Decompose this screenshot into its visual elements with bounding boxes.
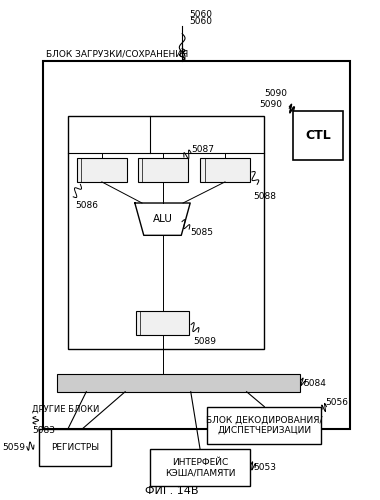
Text: CTL: CTL xyxy=(305,129,331,142)
Bar xyxy=(74,161,125,185)
Text: 5086: 5086 xyxy=(75,201,98,210)
Text: 5053: 5053 xyxy=(253,463,277,472)
Text: 5085: 5085 xyxy=(190,228,213,237)
Text: РЕГИСТРЫ: РЕГИСТРЫ xyxy=(51,443,99,452)
Bar xyxy=(207,406,321,444)
Text: 5088: 5088 xyxy=(253,192,277,201)
Text: 5087: 5087 xyxy=(191,145,214,154)
Text: 5060: 5060 xyxy=(189,17,212,26)
Text: БЛОК ЗАГРУЗКИ/СОХРАНЕНИЯ: БЛОК ЗАГРУЗКИ/СОХРАНЕНИЯ xyxy=(46,50,189,58)
Text: ФИГ. 14В: ФИГ. 14В xyxy=(145,486,198,496)
Text: ALU: ALU xyxy=(153,214,173,224)
Bar xyxy=(198,161,248,185)
Polygon shape xyxy=(135,203,190,235)
Bar xyxy=(135,161,185,185)
Bar xyxy=(43,61,350,429)
Text: БЛОК ДЕКОДИРОВАНИЯ/
ДИСПЕТЧЕРИЗАЦИИ: БЛОК ДЕКОДИРОВАНИЯ/ ДИСПЕТЧЕРИЗАЦИИ xyxy=(206,416,323,435)
Bar xyxy=(138,158,187,182)
Text: 5060: 5060 xyxy=(189,10,212,19)
Text: ИНТЕРФЕЙС
КЭША/ПАМЯТИ: ИНТЕРФЕЙС КЭША/ПАМЯТИ xyxy=(165,458,235,477)
Bar xyxy=(293,111,343,160)
Bar xyxy=(134,314,187,338)
Bar xyxy=(150,449,250,486)
Bar xyxy=(39,429,111,467)
Text: 5056: 5056 xyxy=(325,398,348,406)
Text: 5089: 5089 xyxy=(193,337,216,346)
Bar xyxy=(136,310,189,334)
Bar xyxy=(68,116,264,350)
Text: ДРУГИЕ БЛОКИ: ДРУГИЕ БЛОКИ xyxy=(32,405,100,414)
Text: 5090: 5090 xyxy=(259,100,282,110)
Bar xyxy=(200,158,250,182)
Text: 5059: 5059 xyxy=(2,443,25,452)
Text: 5090: 5090 xyxy=(264,90,288,98)
Bar xyxy=(57,374,300,392)
Bar xyxy=(77,158,127,182)
Text: 5084: 5084 xyxy=(304,378,326,388)
Text: 5083: 5083 xyxy=(32,426,55,435)
